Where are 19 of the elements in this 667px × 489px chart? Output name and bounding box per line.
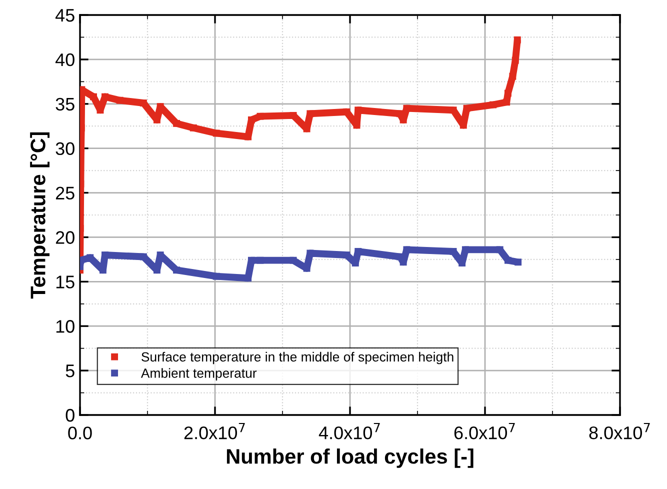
y-tick-label: 0 xyxy=(66,408,74,422)
x-tick-label: 8.0x10$^{7}$ xyxy=(589,422,650,440)
x-tick-label: 6.0x10$^{7}$ xyxy=(454,422,515,440)
y-tick-label: 30 xyxy=(56,142,74,156)
x-tick-label: 2.0x10$^{7}$ xyxy=(184,422,245,440)
y-tick-label: 10 xyxy=(56,320,74,333)
x-tick-label: 0.0 xyxy=(68,426,92,440)
x-tick-label: 4.0x10$^{7}$ xyxy=(318,422,380,440)
y-tick-label: 40 xyxy=(55,53,74,66)
legend-label: Surface temperature in the middle of specimen heigth xyxy=(142,352,454,364)
y-tick-label: 45 xyxy=(55,9,74,22)
y-tick-label: 15 xyxy=(56,276,74,288)
y-axis-title: Temperature [°C] xyxy=(30,132,50,299)
y-tick-label: 20 xyxy=(56,231,74,244)
legend-label: Ambient temperatur xyxy=(140,368,257,380)
x-axis-title: Number of load cycles [-] xyxy=(226,448,474,468)
y-tick-label: 5 xyxy=(66,364,74,378)
y-tick-label: 25 xyxy=(56,186,74,200)
y-tick-label: 35 xyxy=(56,98,74,111)
